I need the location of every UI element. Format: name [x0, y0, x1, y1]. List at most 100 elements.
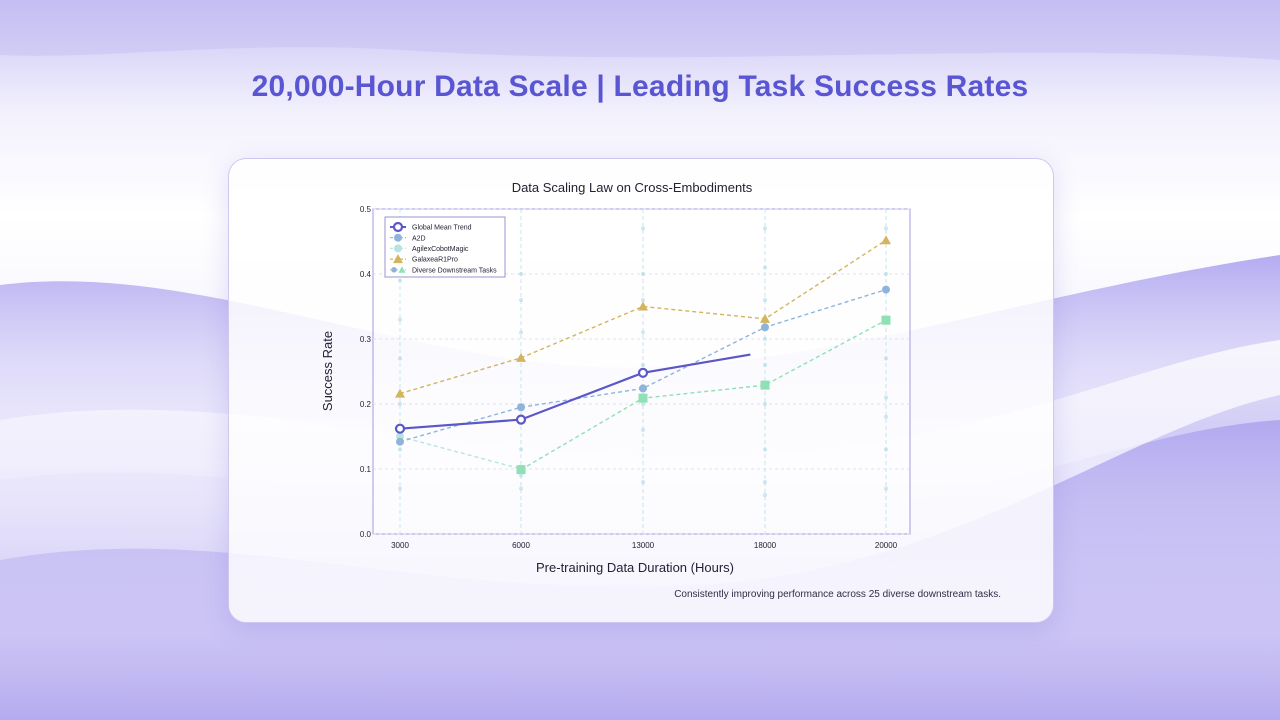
data-point — [396, 437, 404, 446]
task-point — [763, 265, 767, 270]
legend-marker — [394, 244, 402, 253]
data-point — [760, 313, 770, 323]
legend-item: Diverse Downstream Tasks — [390, 266, 497, 274]
y-tick-label: 0.5 — [360, 205, 372, 214]
series-line — [399, 239, 887, 395]
task-point — [519, 272, 523, 276]
series-a2d — [396, 285, 890, 446]
legend-label: Global Mean Trend — [412, 225, 472, 232]
x-tick-label: 13000 — [632, 541, 655, 550]
task-point — [641, 298, 645, 302]
data-point — [515, 414, 527, 425]
task-point — [398, 317, 402, 322]
task-point — [884, 226, 888, 231]
task-point — [641, 402, 645, 406]
task-point — [398, 278, 402, 283]
slide-title: 20,000-Hour Data Scale | Leading Task Su… — [251, 70, 1029, 103]
series-line — [399, 353, 751, 430]
y-tick-label: 0.4 — [360, 270, 372, 279]
task-point — [884, 272, 888, 276]
task-point — [884, 486, 888, 491]
data-point — [760, 380, 770, 390]
task-point — [519, 330, 523, 335]
series-global-mean-trend — [394, 353, 751, 434]
task-point — [763, 226, 767, 231]
legend-label: A2D — [412, 235, 426, 242]
task-point — [763, 402, 767, 406]
data-point — [761, 323, 769, 332]
task-point — [763, 298, 767, 302]
data-point — [639, 384, 647, 393]
task-point — [763, 493, 767, 497]
task-point — [641, 363, 645, 367]
data-point — [637, 367, 649, 378]
x-tick-label: 18000 — [754, 541, 777, 550]
x-tick-labels: 3000 6000 13000 18000 20000 — [391, 541, 898, 550]
task-point — [519, 486, 523, 491]
y-tick-label: 0.0 — [360, 530, 372, 539]
task-point — [641, 226, 645, 231]
legend-label: AgilexCobotMagic — [412, 246, 469, 253]
series-lines — [394, 235, 891, 475]
data-point — [881, 235, 891, 245]
data-point — [516, 465, 526, 475]
series-line — [520, 319, 887, 471]
legend-marker — [398, 266, 406, 273]
series-line — [399, 288, 887, 443]
task-point — [398, 402, 402, 406]
task-point — [398, 356, 402, 361]
task-point — [884, 356, 888, 361]
task-point — [763, 480, 767, 484]
data-point — [395, 388, 405, 398]
legend-item: A2D — [390, 233, 426, 242]
series-galaxear1pro — [395, 235, 891, 398]
y-tick-label: 0.3 — [360, 335, 372, 344]
task-point — [398, 447, 402, 452]
y-axis-label: Success Rate — [320, 331, 335, 411]
y-tick-label: 0.2 — [360, 400, 372, 409]
x-tick-label: 3000 — [391, 541, 409, 550]
legend-marker — [391, 267, 397, 273]
series-diverse-downstream-tasks — [516, 315, 891, 475]
task-point — [884, 415, 888, 419]
x-tick-label: 6000 — [512, 541, 530, 550]
data-point — [517, 403, 525, 412]
legend-item: Global Mean Trend — [390, 221, 472, 233]
x-axis-label: Pre-training Data Duration (Hours) — [536, 560, 734, 575]
task-point — [884, 395, 888, 400]
task-point — [519, 298, 523, 302]
task-point — [884, 447, 888, 452]
task-point — [641, 480, 645, 484]
task-point — [519, 447, 523, 452]
data-point — [394, 423, 406, 434]
task-point — [398, 486, 402, 491]
chart-title: Data Scaling Law on Cross-Embodiments — [512, 180, 753, 195]
data-point — [638, 301, 648, 311]
task-point — [763, 337, 767, 341]
data-point — [516, 352, 526, 362]
y-tick-labels: 0.0 0.1 0.2 0.3 0.4 0.5 — [360, 205, 372, 539]
legend-item: AgilexCobotMagic — [390, 244, 469, 253]
legend-marker — [392, 221, 404, 233]
data-point — [638, 393, 648, 403]
chart-caption: Consistently improving performance acros… — [674, 589, 1001, 600]
chart-card: Data Scaling Law on Cross-Embodiments 0.… — [228, 158, 1054, 623]
task-point — [641, 330, 645, 335]
legend: Global Mean Trend A2D AgilexCobotMagic Gala… — [384, 216, 506, 278]
x-tick-label: 20000 — [875, 541, 898, 550]
data-point — [881, 315, 891, 325]
task-point — [763, 363, 767, 367]
legend-marker — [393, 254, 403, 264]
legend-label: Diverse Downstream Tasks — [412, 267, 497, 274]
task-point — [641, 272, 645, 276]
data-point — [882, 285, 890, 294]
task-point — [641, 428, 645, 432]
task-point — [763, 447, 767, 452]
y-tick-label: 0.1 — [360, 465, 372, 474]
task-point — [519, 473, 523, 478]
legend-marker — [394, 233, 402, 242]
scaling-law-chart: Data Scaling Law on Cross-Embodiments 0.… — [320, 180, 911, 575]
legend-item: GalaxeaR1Pro — [390, 254, 458, 264]
legend-label: GalaxeaR1Pro — [412, 257, 458, 264]
